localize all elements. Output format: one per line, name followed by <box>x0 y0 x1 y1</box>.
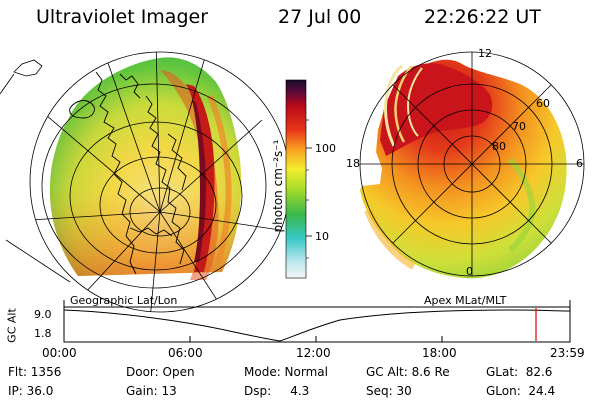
arc-feature <box>384 64 403 147</box>
polar-grid <box>359 51 585 277</box>
colorbar <box>285 79 312 279</box>
altitude-ytick-min: 1.8 <box>34 327 52 340</box>
time-label: 22:26:22 UT <box>424 6 541 28</box>
geographic-longitude: GLon: 24.4 <box>486 384 556 398</box>
mlt-label-18: 18 <box>346 157 360 170</box>
colorbar-unit-label: photon cm⁻²s⁻¹ <box>271 139 285 233</box>
geographic-image <box>0 51 291 313</box>
apex-caption: Apex MLat/MLT <box>424 294 507 307</box>
gc-altitude: GC Alt: 8.6 Re <box>366 365 450 379</box>
apex-polar-image <box>359 51 585 279</box>
colorbar-scale <box>285 79 307 279</box>
auroral-oval <box>186 84 215 272</box>
geographic-latitude: GLat: 82.6 <box>486 365 553 379</box>
colorbar-tick-100: 100 <box>315 142 336 155</box>
gain-value: Gain: 13 <box>126 384 177 398</box>
time-tick-1200: 12:00 <box>296 346 331 360</box>
door-status: Door: Open <box>126 365 195 379</box>
mlat-label-80: 80 <box>492 140 506 153</box>
mlt-label-0: 0 <box>466 265 473 278</box>
time-tick-2359: 23:59 <box>550 346 585 360</box>
altitude-curve <box>63 309 571 342</box>
dsp-value: Dsp: 4.3 <box>244 384 310 398</box>
app-title: Ultraviolet Imager <box>36 6 209 28</box>
colorbar-tick-10: 10 <box>315 230 329 243</box>
time-tick-1800: 18:00 <box>422 346 457 360</box>
flight-number: Flt: 1356 <box>8 365 62 379</box>
altitude-ytick-max: 9.0 <box>34 308 52 321</box>
coastlines <box>69 71 187 275</box>
altitude-axis-title: GC Alt <box>5 308 19 343</box>
time-tick-0000: 00:00 <box>42 346 77 360</box>
geographic-caption: Geographic Lat/Lon <box>70 294 178 307</box>
ip-value: IP: 36.0 <box>8 384 54 398</box>
sequence-number: Seq: 30 <box>366 384 412 398</box>
time-tick-0600: 06:00 <box>168 346 203 360</box>
altitude-plot <box>63 300 571 343</box>
date-label: 27 Jul 00 <box>278 6 362 28</box>
mlt-label-6: 6 <box>576 157 583 170</box>
mlat-label-60: 60 <box>536 97 550 110</box>
mode-value: Mode: Normal <box>244 365 328 379</box>
mlat-label-70: 70 <box>512 120 526 133</box>
altitude-plot-frame <box>63 306 571 343</box>
mlt-label-12: 12 <box>478 47 492 60</box>
